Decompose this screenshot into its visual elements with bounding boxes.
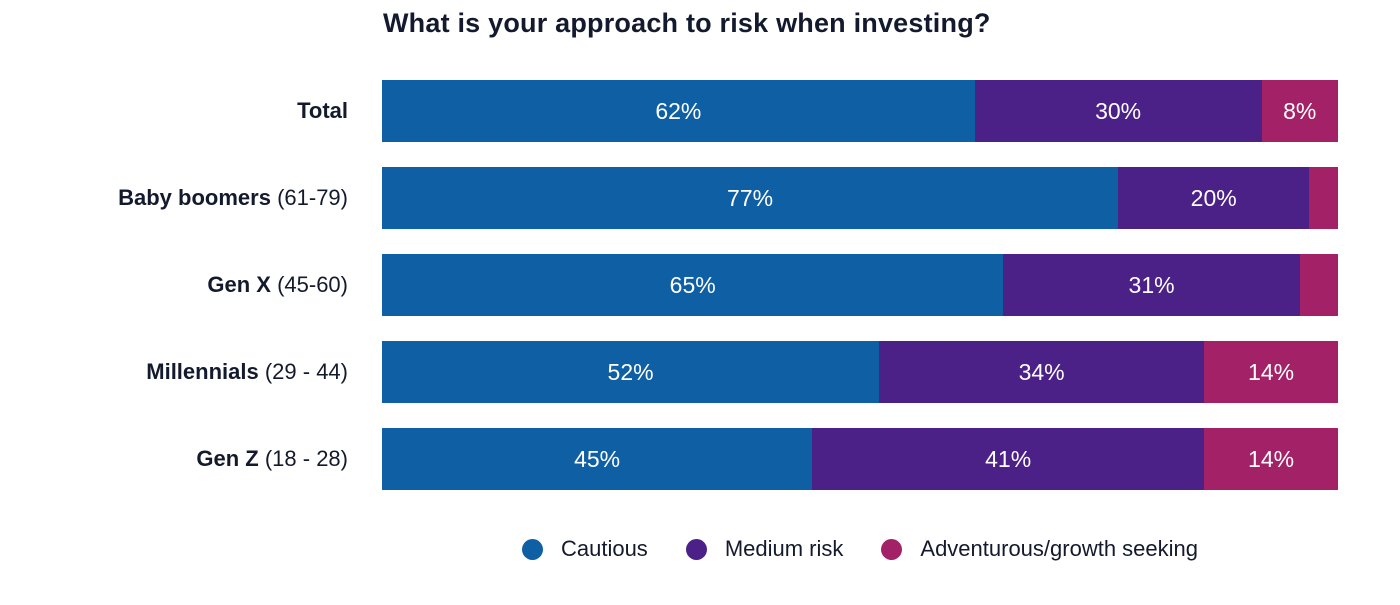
bar-value-label: 52% [607, 358, 654, 385]
bar-value-label: 45% [574, 445, 621, 472]
chart-title: What is your approach to risk when inves… [383, 8, 991, 38]
stacked-bar: 45% 41% 14% [382, 428, 1338, 490]
bar-value-label: 20% [1190, 184, 1237, 211]
legend-dot-icon [881, 538, 903, 560]
legend-item-label: Medium risk [724, 536, 844, 561]
bar-value-label: 30% [1095, 97, 1142, 124]
legend-dot-icon [521, 538, 543, 560]
bar-value-label: 31% [1128, 271, 1175, 298]
bar-value-label: 62% [655, 97, 702, 124]
bar-value-label: 34% [1018, 358, 1065, 385]
category-label: Gen X (45-60) [0, 272, 382, 298]
bar-value-label: 8% [1283, 97, 1317, 124]
bar-segment-adventurous-growth-seeking: 14% [1204, 428, 1338, 490]
category-name: Millennials [146, 359, 259, 384]
chart-row: Baby boomers (61-79) 77% 20% [0, 167, 1400, 229]
bar-segment-adventurous-growth-seeking [1299, 254, 1338, 316]
chart-row: Total 62% 30% 8% [0, 80, 1400, 142]
legend-item-medium-risk: Medium risk [685, 536, 844, 562]
category-name: Total [297, 98, 348, 123]
legend-item-label: Adventurous/growth seeking [920, 536, 1199, 561]
category-name: Gen Z [196, 446, 259, 471]
category-label: Gen Z (18 - 28) [0, 446, 382, 472]
category-label: Baby boomers (61-79) [0, 185, 382, 211]
bar-value-label: 14% [1248, 445, 1295, 472]
legend-item-label: Cautious [560, 536, 648, 561]
legend: Cautious Medium risk Adventurous/growth se… [382, 536, 1338, 562]
stacked-bar: 62% 30% 8% [382, 80, 1338, 142]
category-label: Millennials (29 - 44) [0, 359, 382, 385]
bar-segment-medium-risk: 31% [1003, 254, 1300, 316]
category-age-range: (45-60) [270, 272, 348, 297]
bar-segment-adventurous-growth-seeking [1309, 167, 1338, 229]
chart-row: Gen Z (18 - 28) 45% 41% 14% [0, 428, 1400, 490]
bar-value-label: 14% [1248, 358, 1295, 385]
bar-segment-cautious: 77% [382, 167, 1119, 229]
stacked-bar: 52% 34% 14% [382, 341, 1338, 403]
category-name: Baby boomers [118, 185, 271, 210]
bars-area: Total 62% 30% 8% Baby boomers (61-79) 77% 20% G… [0, 80, 1400, 515]
bar-segment-adventurous-growth-seeking: 14% [1204, 341, 1338, 403]
category-name: Gen X [207, 272, 271, 297]
bar-segment-cautious: 52% [382, 341, 880, 403]
bar-segment-cautious: 45% [382, 428, 813, 490]
bar-segment-medium-risk: 41% [812, 428, 1205, 490]
stacked-bar: 65% 31% [382, 254, 1338, 316]
bar-value-label: 65% [669, 271, 716, 298]
bar-segment-medium-risk: 30% [974, 80, 1262, 142]
category-label: Total [0, 98, 382, 124]
category-age-range: (18 - 28) [258, 446, 348, 471]
category-age-range: (61-79) [270, 185, 348, 210]
bar-segment-cautious: 65% [382, 254, 1004, 316]
bar-segment-medium-risk: 34% [879, 341, 1205, 403]
category-age-range: (29 - 44) [258, 359, 348, 384]
legend-item-adventurous-growth-seeking: Adventurous/growth seeking [881, 536, 1198, 562]
legend-dot-icon [685, 538, 707, 560]
stacked-bar: 77% 20% [382, 167, 1338, 229]
chart-row: Gen X (45-60) 65% 31% [0, 254, 1400, 316]
bar-value-label: 41% [985, 445, 1032, 472]
bar-segment-medium-risk: 20% [1118, 167, 1310, 229]
chart-row: Millennials (29 - 44) 52% 34% 14% [0, 341, 1400, 403]
legend-item-cautious: Cautious [521, 536, 648, 562]
bar-value-label: 77% [727, 184, 774, 211]
bar-segment-cautious: 62% [382, 80, 975, 142]
bar-segment-adventurous-growth-seeking: 8% [1261, 80, 1338, 142]
